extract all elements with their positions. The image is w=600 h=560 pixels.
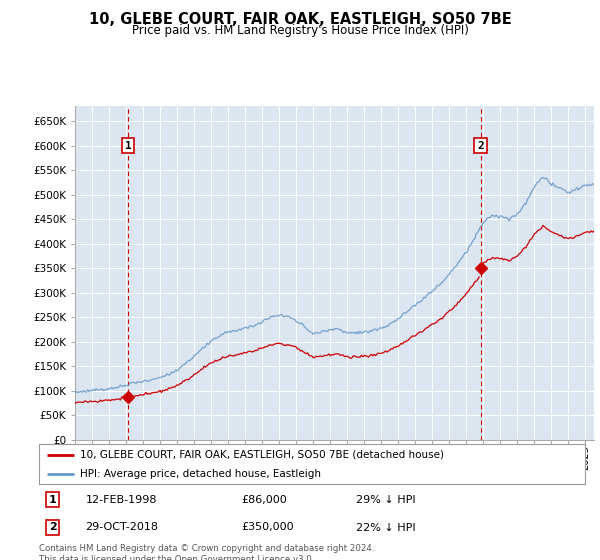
Text: 1: 1 bbox=[49, 494, 56, 505]
Text: 29% ↓ HPI: 29% ↓ HPI bbox=[356, 494, 415, 505]
Text: 2: 2 bbox=[49, 522, 56, 533]
Text: Contains HM Land Registry data © Crown copyright and database right 2024.
This d: Contains HM Land Registry data © Crown c… bbox=[39, 544, 374, 560]
Text: £350,000: £350,000 bbox=[241, 522, 293, 533]
Text: 22% ↓ HPI: 22% ↓ HPI bbox=[356, 522, 415, 533]
Text: 10, GLEBE COURT, FAIR OAK, EASTLEIGH, SO50 7BE (detached house): 10, GLEBE COURT, FAIR OAK, EASTLEIGH, SO… bbox=[80, 450, 444, 460]
Text: Price paid vs. HM Land Registry's House Price Index (HPI): Price paid vs. HM Land Registry's House … bbox=[131, 24, 469, 37]
Text: 1: 1 bbox=[125, 141, 131, 151]
Text: £86,000: £86,000 bbox=[241, 494, 287, 505]
Text: 29-OCT-2018: 29-OCT-2018 bbox=[85, 522, 158, 533]
Text: HPI: Average price, detached house, Eastleigh: HPI: Average price, detached house, East… bbox=[80, 469, 321, 478]
Text: 2: 2 bbox=[477, 141, 484, 151]
Text: 12-FEB-1998: 12-FEB-1998 bbox=[85, 494, 157, 505]
Text: 10, GLEBE COURT, FAIR OAK, EASTLEIGH, SO50 7BE: 10, GLEBE COURT, FAIR OAK, EASTLEIGH, SO… bbox=[89, 12, 511, 27]
